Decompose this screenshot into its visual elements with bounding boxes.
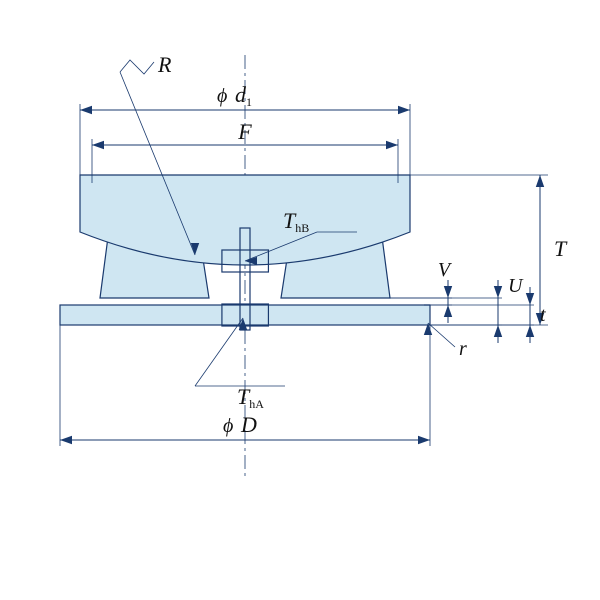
svg-text:ϕ: ϕ — [223, 415, 233, 437]
svg-text:t: t — [540, 304, 546, 326]
svg-text:ϕ: ϕ — [217, 85, 227, 107]
svg-text:U: U — [508, 275, 524, 297]
svg-text:T: T — [554, 236, 568, 261]
svg-text:d1: d1 — [235, 82, 252, 109]
svg-text:ThA: ThA — [237, 384, 264, 411]
svg-text:F: F — [237, 119, 252, 144]
svg-text:r: r — [459, 338, 467, 360]
svg-text:R: R — [157, 52, 172, 77]
svg-text:V: V — [438, 259, 453, 281]
svg-text:D: D — [240, 412, 257, 437]
